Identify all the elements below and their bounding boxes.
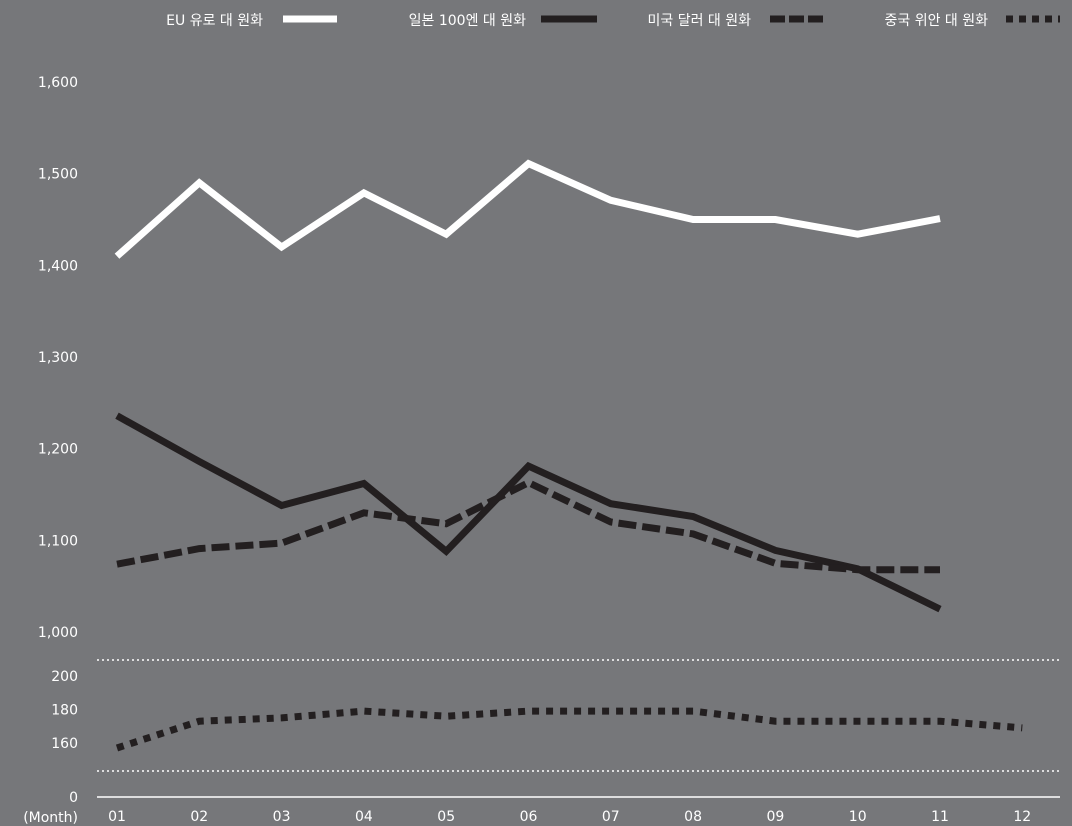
y-tick-label: 1,600 xyxy=(38,75,78,91)
y-tick-label: 1,400 xyxy=(38,258,78,274)
y-tick-label: 1,200 xyxy=(38,442,78,458)
axis-decorations xyxy=(97,659,1060,798)
x-tick-label: 07 xyxy=(602,809,620,825)
series-line-4 xyxy=(115,707,1023,752)
y-tick-label: 0 xyxy=(69,790,78,806)
legend-label: 일본 100엔 대 원화 xyxy=(409,13,526,29)
y-tick-label: 1,000 xyxy=(38,625,78,641)
x-tick-label: 08 xyxy=(684,809,702,825)
x-tick-label: 04 xyxy=(355,809,373,825)
x-tick-label: 03 xyxy=(273,809,291,825)
x-tick-label: 06 xyxy=(520,809,538,825)
legend-label: 미국 달러 대 원화 xyxy=(647,13,751,29)
y-tick-label: 1,100 xyxy=(38,533,78,549)
y-tick-label: 160 xyxy=(51,736,78,752)
x-tick-label: 12 xyxy=(1013,809,1031,825)
x-tick-label: 09 xyxy=(766,809,784,825)
y-tick-label: 1,300 xyxy=(38,350,78,366)
y-tick-label: 1,500 xyxy=(38,167,78,183)
x-tick-label: 11 xyxy=(931,809,949,825)
y-tick-labels: 1,600 1,500 1,400 1,300 1,200 1,100 1,000 200 18… xyxy=(38,75,78,806)
series-lines xyxy=(114,159,1023,752)
legend-label: 중국 위안 대 원화 xyxy=(884,13,988,29)
y-tick-label: 180 xyxy=(51,703,78,719)
x-tick-label: 02 xyxy=(190,809,208,825)
x-tick-label: 01 xyxy=(108,809,126,825)
x-tick-label: 05 xyxy=(437,809,455,825)
x-axis-title: (Month) xyxy=(23,810,78,826)
x-tick-labels: 01 02 03 04 05 06 07 08 09 10 11 12 (Month) xyxy=(23,809,1031,826)
legend: EU 유로 대 원화 일본 100엔 대 원화 미국 달러 대 원화 중국 위안 대 … xyxy=(166,13,1060,29)
series-line-2 xyxy=(115,412,942,613)
legend-label: EU 유로 대 원화 xyxy=(166,13,263,29)
series-line-1 xyxy=(114,159,941,259)
y-tick-label: 200 xyxy=(51,669,78,685)
x-tick-label: 10 xyxy=(849,809,867,825)
